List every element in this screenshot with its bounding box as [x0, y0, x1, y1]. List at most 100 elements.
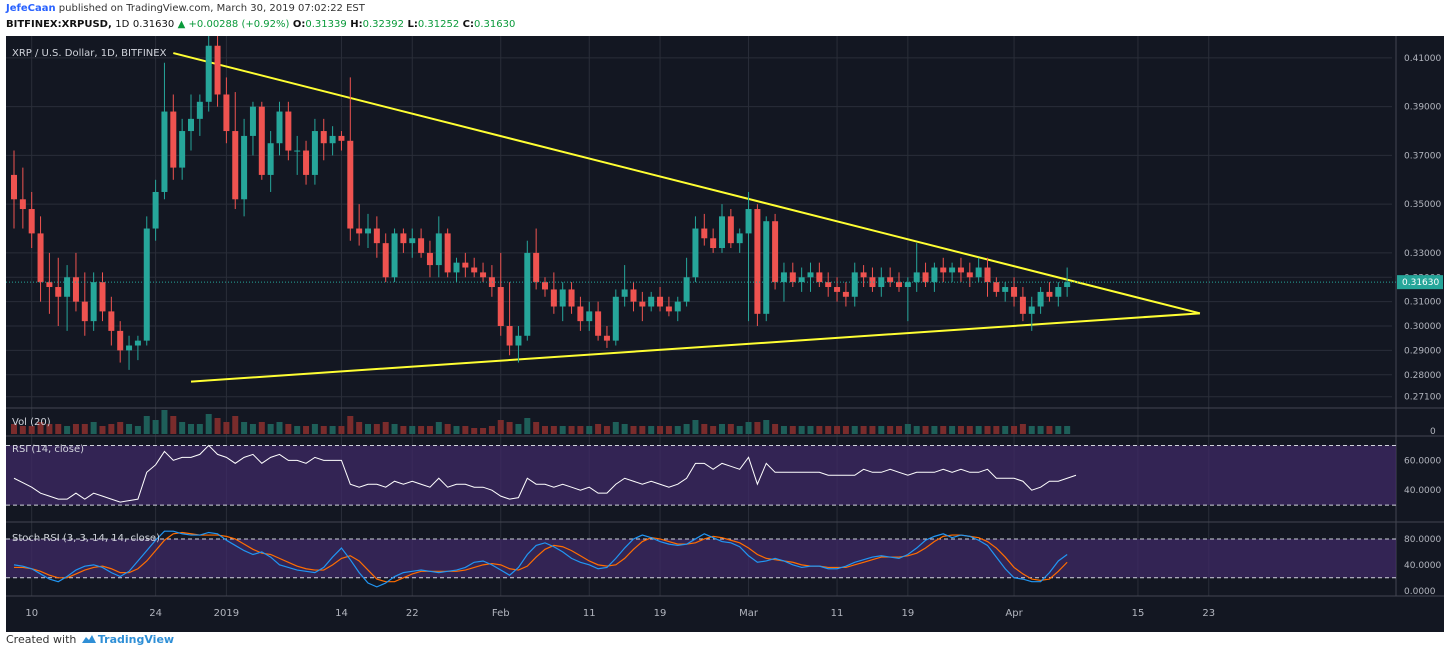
price-tick-label: 0.30000	[1404, 322, 1441, 332]
author-name[interactable]: JefeCaan	[6, 3, 56, 14]
volume-bar	[940, 426, 947, 434]
candle-body	[966, 272, 973, 278]
candle-body	[851, 272, 858, 297]
time-tick-label: 19	[654, 608, 667, 619]
candle-body	[303, 150, 310, 175]
volume-bar	[648, 426, 655, 434]
tradingview-logo-icon	[81, 635, 96, 643]
chart-canvas[interactable]: 0.410000.390000.370000.350000.330000.320…	[0, 36, 1450, 636]
candle-body	[373, 228, 380, 244]
volume-bar	[524, 418, 531, 434]
candle-body	[81, 301, 88, 322]
candle-body	[834, 287, 841, 292]
volume-bar	[418, 426, 425, 434]
volume-bar	[612, 422, 619, 434]
candle-body	[249, 106, 256, 136]
volume-bar	[161, 410, 168, 434]
candle-body	[1037, 291, 1044, 307]
last-price: 0.31630	[132, 19, 175, 30]
volume-bar	[152, 420, 159, 434]
price-tick-label: 0.33000	[1404, 249, 1441, 259]
volume-bar	[780, 426, 787, 434]
volume-bar	[710, 426, 717, 434]
volume-bar	[931, 426, 938, 434]
candle-body	[241, 135, 248, 200]
volume-bar	[1002, 426, 1009, 434]
stoch-tick-label: 80.0000	[1404, 535, 1441, 545]
volume-bar	[621, 424, 628, 434]
price-tick-label: 0.29000	[1404, 346, 1441, 356]
candle-body	[365, 228, 371, 234]
volume-bar	[772, 424, 779, 434]
candle-body	[842, 291, 849, 297]
volume-bar	[603, 426, 610, 434]
volume-bar	[736, 426, 743, 434]
candle-body	[621, 289, 628, 297]
candle-body	[603, 335, 610, 341]
candle-body	[568, 289, 575, 307]
volume-bar	[577, 426, 584, 434]
candle-body	[126, 345, 133, 351]
candle-body	[780, 272, 787, 283]
volume-bar	[365, 424, 371, 434]
candle-body	[559, 289, 566, 307]
time-axis: 10 24 2019 14 22 Feb 11 19 Mar 11 19 Apr 15 23	[25, 608, 1215, 619]
volume-bar	[90, 422, 97, 434]
volume-bar	[639, 426, 646, 434]
volume-bar	[249, 424, 256, 434]
candle-body	[426, 252, 433, 266]
volume-bar	[453, 426, 460, 434]
candle-body	[46, 282, 53, 288]
high-value: 0.32392	[362, 19, 404, 30]
volume-bar	[993, 426, 1000, 434]
candle-body	[639, 301, 646, 307]
volume-bars	[11, 410, 1071, 434]
candle-body	[727, 216, 734, 244]
candle-body	[453, 262, 460, 273]
volume-bar	[179, 422, 186, 434]
price-change: ▲ +0.00288 (+0.92%)	[177, 19, 290, 30]
candle-body	[488, 277, 495, 288]
candle-body	[1011, 287, 1018, 297]
last-price-tag	[1397, 275, 1443, 290]
tradingview-brand[interactable]: TradingView	[97, 633, 175, 646]
volume-bar	[630, 426, 637, 434]
volume-bar	[232, 416, 239, 434]
volume-bar	[533, 422, 540, 434]
candle-body	[471, 267, 478, 273]
candle-body	[143, 228, 150, 341]
candle-body	[630, 289, 637, 302]
volume-bar	[196, 424, 203, 434]
time-tick-label: 11	[831, 608, 844, 619]
candle-body	[949, 267, 956, 273]
time-tick-label: Feb	[492, 608, 510, 619]
candle-body	[586, 311, 593, 322]
candle-body	[382, 243, 389, 278]
candle-body	[665, 306, 672, 312]
candle-body	[807, 272, 814, 278]
volume-bar	[887, 426, 894, 434]
volume-bar	[869, 426, 876, 434]
volume-bar	[108, 424, 115, 434]
volume-bar	[285, 424, 292, 434]
candle-body	[311, 131, 318, 175]
volume-bar	[966, 426, 973, 434]
candle-body	[188, 118, 194, 132]
stoch-rsi-pane	[6, 530, 1396, 588]
candle-body	[577, 306, 584, 322]
candles	[6, 36, 1396, 370]
candle-body	[108, 311, 115, 331]
volume-bar	[763, 420, 770, 434]
volume-bar	[426, 426, 433, 434]
candle-body	[1028, 306, 1035, 314]
open-value: 0.31339	[305, 19, 347, 30]
volume-bar	[462, 426, 469, 434]
volume-bar	[1046, 426, 1053, 434]
volume-bar	[338, 426, 345, 434]
candle-body	[196, 101, 203, 119]
candle-body	[223, 94, 230, 132]
volume-bar	[878, 426, 885, 434]
time-tick-label: 23	[1202, 608, 1215, 619]
volume-bar	[568, 426, 575, 434]
open-label: O:	[292, 19, 306, 30]
